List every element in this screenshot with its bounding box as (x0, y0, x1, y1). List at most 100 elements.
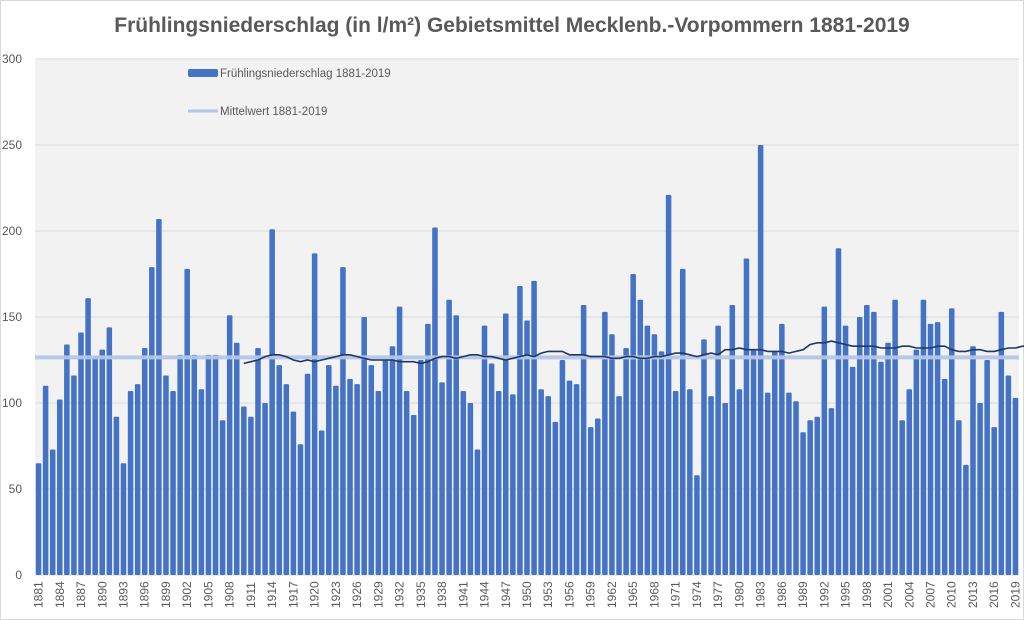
legend-label-bars: Frühlingsniederschlag 1881-2019 (220, 68, 391, 80)
x-tick-label: 1953 (541, 581, 555, 608)
bar (340, 267, 346, 575)
bar (510, 394, 516, 575)
bar (467, 403, 474, 575)
x-tick-label: 1893 (116, 581, 130, 608)
bar (821, 306, 828, 575)
bar (177, 354, 183, 575)
bar (651, 334, 658, 575)
y-tick-label: 100 (2, 396, 22, 410)
x-tick-label: 1950 (520, 581, 534, 608)
x-tick-label: 2013 (966, 581, 980, 608)
bar (425, 323, 431, 575)
y-tick-label: 150 (2, 310, 22, 324)
bar (687, 389, 693, 575)
bar (559, 360, 566, 575)
bar (396, 306, 403, 575)
chart-title: Frühlingsniederschlag (in l/m²) Gebietsm… (114, 14, 910, 37)
bar (750, 349, 757, 575)
bar (814, 416, 821, 575)
x-tick-label: 1923 (329, 581, 343, 608)
bar (630, 274, 636, 575)
bar (389, 346, 396, 575)
bar (354, 384, 360, 575)
bar (290, 411, 297, 575)
x-tick-label: 1977 (711, 581, 725, 608)
bar (57, 399, 63, 575)
bar (156, 218, 162, 575)
bar (92, 356, 98, 575)
bar (602, 311, 608, 575)
bar (587, 427, 594, 575)
x-tick-label: 1887 (74, 581, 88, 608)
bar (595, 418, 601, 575)
bar (722, 403, 728, 575)
bar (269, 229, 275, 575)
bar (679, 268, 686, 575)
bar (205, 354, 212, 575)
bar (864, 304, 870, 575)
bar (772, 351, 778, 575)
bar (163, 375, 169, 575)
x-tick-label: 1956 (562, 581, 576, 608)
bar (743, 258, 750, 575)
bar (439, 382, 445, 575)
x-tick-label: 2019 (1008, 581, 1022, 608)
bar (1005, 375, 1012, 575)
bar (361, 317, 367, 575)
bar (531, 280, 537, 575)
bar (276, 365, 282, 575)
bar (106, 327, 113, 575)
bar (913, 349, 920, 575)
bar (665, 194, 672, 575)
x-tick-label: 1935 (414, 581, 428, 608)
bar (347, 378, 353, 575)
x-tick-label: 1911 (244, 582, 258, 608)
bar (998, 311, 1005, 575)
bar (226, 315, 233, 575)
bar (375, 390, 382, 575)
x-tick-label: 1983 (754, 581, 768, 608)
bar (779, 323, 785, 575)
bar (248, 416, 254, 575)
bar (701, 339, 707, 575)
bar (446, 299, 452, 575)
bar (255, 347, 261, 575)
bar (927, 323, 934, 575)
bar (170, 390, 176, 575)
x-tick-label: 1929 (371, 581, 385, 608)
bar (977, 403, 983, 575)
bar (198, 389, 205, 575)
bar (184, 268, 190, 575)
x-tick-label: 1998 (860, 581, 874, 608)
bar (127, 390, 134, 575)
bar (956, 420, 962, 575)
bar (113, 416, 120, 575)
bar (495, 390, 502, 575)
x-tick-label: 1902 (180, 581, 194, 608)
bar (729, 304, 736, 575)
x-tick-label: 1926 (350, 581, 364, 608)
bar (503, 313, 509, 575)
bar (644, 325, 651, 575)
bar (786, 392, 792, 575)
bar (191, 354, 198, 575)
bar (49, 449, 56, 575)
bar (991, 427, 997, 575)
y-tick-label: 300 (2, 52, 22, 66)
bar (793, 401, 799, 575)
bar (984, 360, 990, 575)
x-tick-label: 1959 (584, 581, 598, 608)
bar (120, 463, 127, 575)
x-tick-label: 1884 (53, 581, 67, 608)
y-tick-label: 250 (2, 138, 22, 152)
bar (410, 415, 417, 575)
bar (736, 389, 743, 575)
bar (149, 267, 155, 575)
bar (757, 145, 764, 575)
y-tick-label: 0 (15, 568, 22, 582)
bar (538, 389, 544, 575)
moving-average-line (243, 340, 1024, 365)
x-tick-label: 1941 (456, 581, 470, 608)
bar (481, 325, 488, 575)
